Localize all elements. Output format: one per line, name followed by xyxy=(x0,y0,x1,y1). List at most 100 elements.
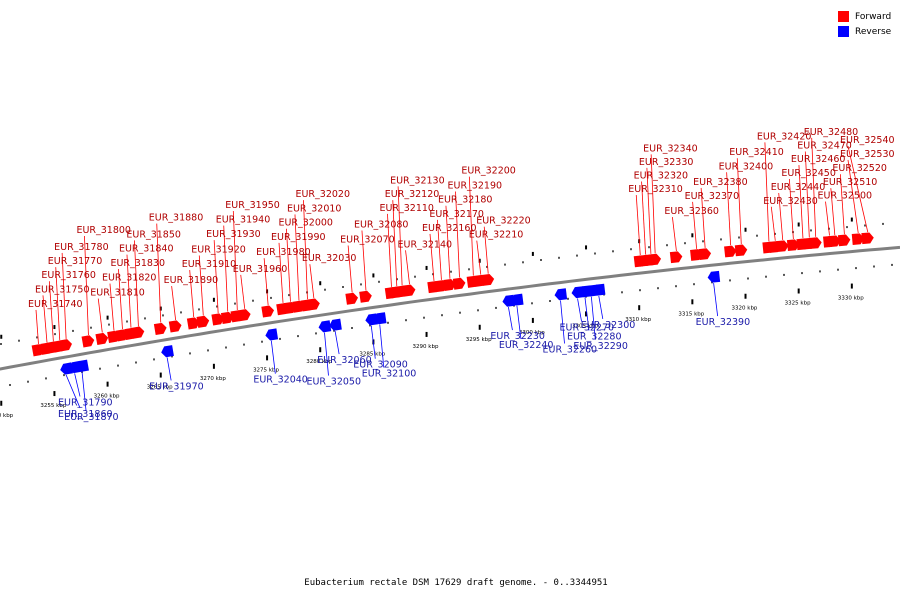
gene-arrow[interactable] xyxy=(734,244,748,257)
gene-arrow[interactable] xyxy=(373,312,387,325)
gene-arrow[interactable] xyxy=(402,284,416,297)
leader-line xyxy=(560,300,565,344)
gene-label-forward: EUR_32200 xyxy=(461,166,516,177)
track-dot xyxy=(558,256,560,259)
gene-arrow[interactable] xyxy=(359,290,372,303)
gene-arrow[interactable] xyxy=(220,311,235,324)
leader-line xyxy=(156,223,162,323)
gene-arrow[interactable] xyxy=(186,317,201,330)
track-dot xyxy=(855,267,857,270)
leader-line xyxy=(798,165,804,239)
track-dot xyxy=(135,361,137,364)
gene-arrow[interactable] xyxy=(510,293,524,306)
gene-label-forward: EUR_31750 xyxy=(35,284,90,295)
gene-arrow[interactable] xyxy=(554,288,568,301)
track-dot xyxy=(225,346,227,349)
gene-label-forward: EUR_32120 xyxy=(385,189,440,200)
leader-line xyxy=(109,283,115,331)
track-dot xyxy=(621,291,623,294)
gene-arrow[interactable] xyxy=(168,320,183,333)
gene-arrow[interactable] xyxy=(59,362,73,375)
leader-line xyxy=(476,240,482,275)
gene-arrow[interactable] xyxy=(502,294,516,307)
leader-line xyxy=(635,195,641,256)
track-dot xyxy=(765,275,767,278)
track-dot xyxy=(387,321,389,324)
gene-arrow[interactable] xyxy=(131,326,146,339)
gene-arrow[interactable] xyxy=(196,315,210,328)
gene-label-forward: EUR_31760 xyxy=(41,270,96,281)
gene-arrow[interactable] xyxy=(707,270,721,283)
track-dot xyxy=(720,238,722,241)
gene-arrow[interactable] xyxy=(443,278,456,291)
gene-arrow[interactable] xyxy=(481,273,495,286)
gene-arrow[interactable] xyxy=(160,345,174,358)
leader-line xyxy=(189,270,195,318)
track-dot xyxy=(891,263,893,266)
gene-arrow[interactable] xyxy=(318,320,332,333)
leader-line xyxy=(379,324,385,368)
gene-arrow[interactable] xyxy=(861,232,874,245)
gene-label-forward: EUR_32460 xyxy=(791,154,846,165)
gene-arrow[interactable] xyxy=(237,309,252,322)
gene-label-forward: EUR_32510 xyxy=(823,177,878,188)
gene-label-forward: EUR_32070 xyxy=(340,235,395,246)
gene-arrow[interactable] xyxy=(307,298,321,311)
gene-arrow[interactable] xyxy=(211,313,225,326)
gene-arrow[interactable] xyxy=(95,332,109,346)
gene-arrow[interactable] xyxy=(59,338,73,352)
gene-arrow[interactable] xyxy=(851,233,865,246)
gene-arrow[interactable] xyxy=(261,305,275,318)
leader-line xyxy=(324,332,329,376)
gene-label-forward: EUR_32000 xyxy=(278,218,333,229)
leader-line xyxy=(804,151,810,238)
leader-line xyxy=(584,297,590,331)
leader-line xyxy=(641,181,646,255)
leader-line xyxy=(736,158,742,245)
gene-arrow[interactable] xyxy=(328,318,342,332)
gene-arrow[interactable] xyxy=(365,313,379,326)
gene-arrow[interactable] xyxy=(265,328,279,341)
gene-arrow[interactable] xyxy=(452,277,466,290)
leader-line xyxy=(508,306,513,331)
legend-reverse-label: Reverse xyxy=(855,26,892,37)
leader-line xyxy=(270,340,276,374)
gene-label-reverse: EUR_32290 xyxy=(573,341,628,352)
leader-line xyxy=(84,235,89,336)
gene-label-reverse: EUR_32230 xyxy=(490,331,545,342)
gene-arrow[interactable] xyxy=(828,235,841,248)
track-dot xyxy=(351,327,353,329)
gene-arrow[interactable] xyxy=(592,283,606,296)
track-dot xyxy=(171,355,173,358)
track-dot xyxy=(54,333,56,336)
leader-line xyxy=(126,254,132,328)
gene-arrow[interactable] xyxy=(153,322,168,336)
gene-arrow[interactable] xyxy=(648,253,662,266)
gene-arrow[interactable] xyxy=(75,359,89,373)
gene-arrow[interactable] xyxy=(698,248,712,261)
leader-line xyxy=(278,242,284,303)
leader-line xyxy=(778,192,784,241)
track-dot xyxy=(846,226,848,229)
gene-label-reverse: EUR_32060 xyxy=(317,355,372,366)
gene-arrow[interactable] xyxy=(786,239,800,252)
track-dot xyxy=(270,296,272,299)
gene-arrow[interactable] xyxy=(81,335,96,348)
gene-arrow[interactable] xyxy=(776,240,789,253)
gene-label-forward: EUR_32020 xyxy=(295,189,350,200)
gene-arrow[interactable] xyxy=(837,234,851,247)
leader-line xyxy=(213,240,219,314)
gene-arrow[interactable] xyxy=(345,292,359,305)
gene-arrow[interactable] xyxy=(809,237,822,249)
gene-label-forward: EUR_31910 xyxy=(182,259,237,270)
track-dot xyxy=(243,343,245,346)
gene-arrow[interactable] xyxy=(724,245,737,258)
leader-line xyxy=(223,225,229,312)
track-dot xyxy=(819,270,821,273)
track-dot xyxy=(216,305,218,308)
leader-line xyxy=(392,200,398,287)
gene-arrow[interactable] xyxy=(669,251,683,264)
leader-line xyxy=(286,228,291,302)
gene-label-forward: EUR_32500 xyxy=(818,191,873,202)
